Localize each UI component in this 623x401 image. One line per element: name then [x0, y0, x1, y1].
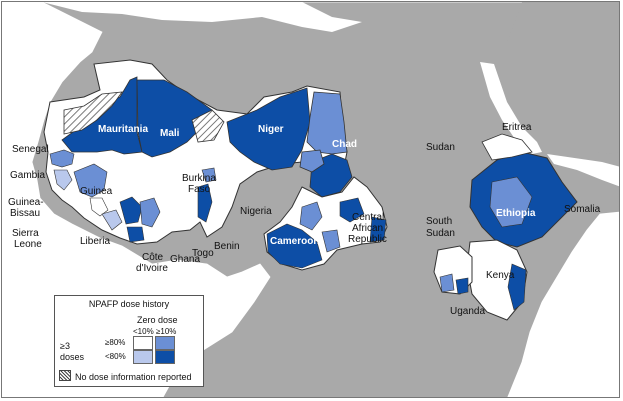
region-car-mid: [321, 229, 341, 253]
region-liberia: [101, 209, 123, 231]
region-uganda-dark: [455, 277, 469, 295]
label-car-1: Central: [352, 212, 384, 223]
region-cameroon-dark: [266, 223, 323, 269]
label-car-2: African: [352, 223, 383, 234]
label-gambia: Gambia: [10, 170, 45, 181]
label-uganda: Uganda: [450, 306, 485, 317]
legend-title: NPAFP dose history: [88, 299, 170, 309]
gulf-aden: [547, 154, 619, 187]
region-mali: [136, 79, 213, 158]
label-sierra-leone-2: Leone: [14, 239, 42, 250]
region-guinea: [73, 163, 108, 198]
region-cameroon-mid: [299, 201, 323, 231]
label-mali: Mali: [160, 128, 180, 139]
label-cote-2: d'Ivoire: [136, 263, 168, 274]
region-kenya-dark: [507, 263, 527, 311]
legend-col-ge10: ≥10%: [156, 327, 177, 336]
region-sierra-leone: [89, 197, 109, 217]
legend-doses: ≥3 doses: [60, 341, 84, 363]
legend-swatch-ge80-ge10: [155, 336, 175, 350]
region-ethiopia-mid: [489, 176, 533, 228]
label-south-sudan-1: South: [426, 216, 452, 227]
label-sudan: Sudan: [426, 142, 455, 153]
region-senegal: [49, 149, 75, 168]
region-cote-divoire-3: [126, 226, 145, 243]
label-senegal: Senegal: [12, 144, 49, 155]
region-car-dark-2: [369, 216, 387, 243]
label-nigeria: Nigeria: [240, 206, 272, 217]
label-burkina-2: Faso: [188, 184, 211, 195]
label-guinea-bissau-2: Bissau: [10, 208, 40, 219]
label-car-3: Republic: [348, 234, 387, 245]
legend-zero-dose: Zero dose: [137, 315, 178, 325]
label-south-sudan-2: Sudan: [426, 228, 455, 239]
region-cote-divoire-2: [139, 197, 161, 228]
region-no-info-north: [63, 91, 123, 135]
legend-swatch-ge80-lt10: [133, 336, 153, 350]
legend-row-ge80: ≥80%: [105, 338, 126, 347]
label-cote-1: Côte: [142, 252, 164, 263]
legend-doses-line1: ≥3: [60, 341, 70, 351]
legend-row-lt80: <80%: [105, 352, 126, 361]
label-benin: Benin: [214, 241, 240, 252]
red-sea: [480, 62, 542, 154]
region-togo-benin: [197, 183, 213, 223]
label-cameroon: Cameroon: [270, 236, 319, 247]
mediterranean: [42, 2, 362, 32]
region-uganda-mid: [439, 273, 455, 293]
legend: NPAFP dose history Zero dose <10% ≥10% ≥…: [54, 295, 204, 387]
africa-map: Senegal Gambia Guinea- Bissau Sierra Leo…: [2, 2, 619, 397]
label-somalia: Somalia: [564, 204, 601, 215]
label-liberia: Liberia: [80, 236, 110, 247]
region-chad-mid: [299, 149, 325, 173]
label-guinea-bissau-1: Guinea-: [8, 197, 44, 208]
legend-no-info-text: No dose information reported: [75, 372, 192, 382]
legend-col-lt10: <10%: [133, 327, 154, 336]
region-gambia-guinea-bissau: [53, 169, 73, 191]
legend-no-info: No dose information reported: [59, 370, 192, 382]
label-ghana: Ghana: [170, 254, 200, 265]
label-ethiopia: Ethiopia: [496, 208, 536, 219]
label-sierra-leone-1: Sierra: [12, 228, 39, 239]
legend-swatch-lt80-ge10: [155, 350, 175, 364]
label-mauritania: Mauritania: [98, 124, 148, 135]
label-togo: Togo: [192, 248, 214, 259]
label-chad: Chad: [332, 139, 357, 150]
arabia-gray: [507, 2, 619, 154]
label-eritrea: Eritrea: [502, 122, 532, 133]
hatch-swatch-icon: [59, 370, 71, 381]
region-eritrea: [481, 133, 533, 161]
region-no-info-mali: [191, 109, 225, 143]
legend-swatch-lt80-lt10: [133, 350, 153, 364]
label-guinea: Guinea: [80, 186, 113, 197]
region-car-dark-1: [339, 197, 365, 223]
region-cote-divoire-1: [119, 196, 143, 225]
label-burkina-1: Burkina: [182, 173, 216, 184]
region-niger: [226, 87, 311, 171]
legend-doses-line2: doses: [60, 352, 85, 362]
region-burkina-bit: [201, 167, 217, 183]
label-kenya: Kenya: [486, 270, 515, 281]
label-niger: Niger: [258, 124, 284, 135]
